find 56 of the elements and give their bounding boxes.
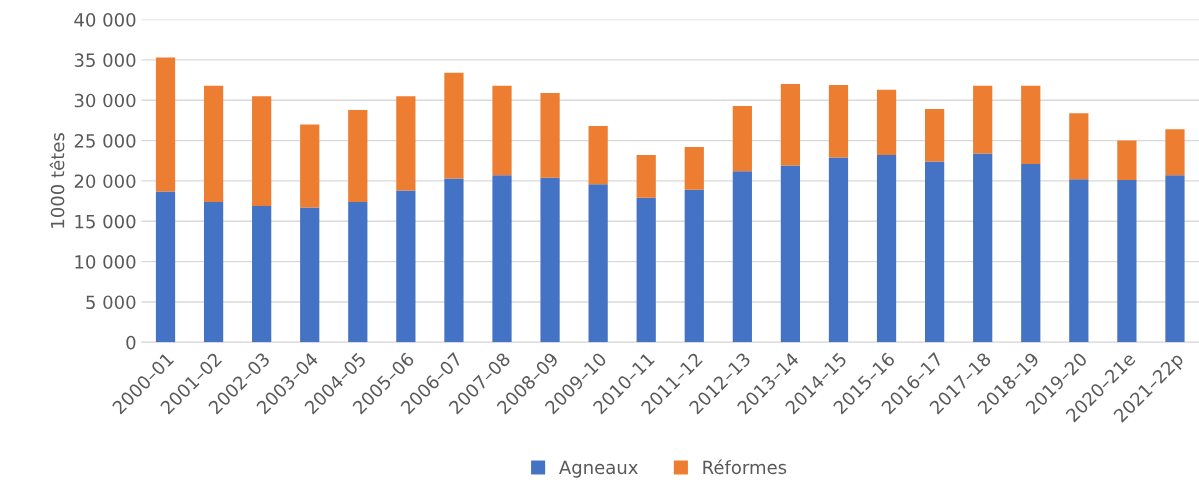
bar [684, 189, 704, 343]
bar [876, 155, 897, 343]
y-tick-label: 35 000 [74, 53, 136, 68]
bar [780, 165, 801, 343]
bar [492, 85, 512, 176]
bar [155, 57, 176, 192]
bar [348, 109, 368, 202]
y-tick-label: 15 000 [75, 214, 136, 229]
bar [348, 201, 368, 343]
bar [732, 105, 752, 172]
bar [444, 178, 464, 343]
bar [1069, 179, 1089, 343]
bar [252, 205, 272, 343]
y-axis-title: 1000 têtes [49, 133, 65, 228]
bar [828, 84, 849, 158]
bar [252, 96, 272, 206]
bar [444, 72, 464, 179]
bar [1021, 85, 1041, 164]
bar [300, 207, 320, 343]
y-tick-label: 5 000 [86, 295, 136, 310]
bar [540, 177, 560, 343]
bar [1117, 180, 1137, 343]
bar [636, 155, 656, 198]
bar [588, 184, 608, 343]
y-tick-label: 25 000 [74, 134, 136, 148]
bar [396, 190, 416, 343]
bar [973, 85, 993, 154]
bar [492, 175, 512, 343]
bar [1069, 113, 1089, 180]
bar [1021, 163, 1041, 343]
bar [925, 109, 945, 162]
bar [925, 161, 945, 343]
bar [1165, 175, 1185, 343]
legend-label: Agneaux [559, 460, 638, 478]
bar [203, 85, 224, 202]
bar [684, 147, 704, 190]
bar [300, 124, 320, 208]
y-tick-label: 40 000 [74, 13, 136, 27]
bar [828, 157, 849, 343]
bar [1117, 140, 1137, 181]
bar [876, 89, 897, 156]
bar [636, 197, 656, 343]
bar [396, 96, 416, 191]
y-tick-label: 10 000 [75, 255, 136, 269]
bar [780, 84, 801, 166]
bar [1165, 129, 1185, 176]
bar [540, 92, 560, 178]
bar [588, 126, 608, 185]
y-tick-label: 0 [126, 335, 136, 350]
bar [973, 153, 993, 343]
bar [203, 201, 224, 343]
y-tick-label: 30 000 [74, 93, 136, 108]
y-tick-label: 20 000 [74, 174, 136, 189]
legend-label: Réformes [703, 459, 787, 475]
bar [732, 171, 752, 343]
bar [155, 191, 176, 343]
